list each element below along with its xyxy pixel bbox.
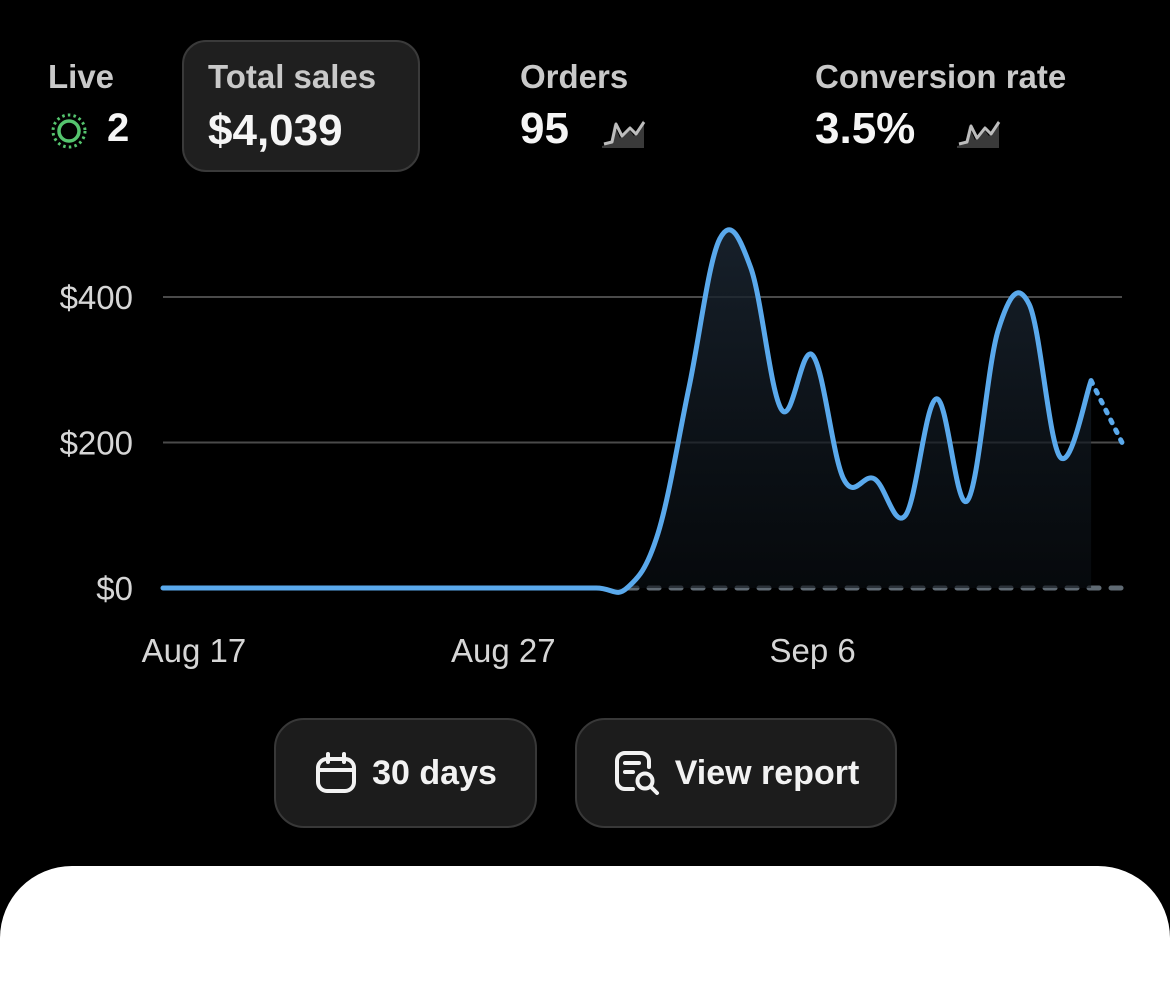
conversion-sparkline-icon — [957, 120, 1001, 148]
live-count: 2 — [107, 106, 130, 150]
live-label: Live — [48, 58, 115, 95]
date-range-label: 30 days — [372, 753, 497, 792]
chart-grid — [163, 296, 1122, 444]
x-axis-ticks: Aug 17 Aug 27 Sep 6 — [142, 632, 856, 669]
x-tick-label: Aug 17 — [142, 632, 247, 669]
orders-label: Orders — [520, 58, 629, 95]
bottom-sheet — [0, 866, 1170, 986]
live-pulse-icon — [51, 113, 87, 149]
y-axis-ticks: $400 $200 $0 — [60, 279, 133, 607]
total-sales-label: Total sales — [208, 58, 377, 95]
y-tick-label: $200 — [60, 425, 133, 462]
sales-chart: $400 $200 $0 Aug 17 Aug 27 Sep 6 — [60, 227, 1125, 669]
total-sales-value: $4,039 — [208, 106, 343, 155]
date-range-button[interactable]: 30 days — [274, 718, 537, 828]
y-tick-label: $0 — [96, 570, 133, 607]
series-line — [160, 227, 1094, 595]
projected-line — [1088, 378, 1125, 445]
conversion-label: Conversion rate — [815, 58, 1067, 95]
view-report-label: View report — [674, 753, 860, 792]
conversion-value: 3.5% — [815, 104, 916, 153]
total-sales-card[interactable]: Total sales $4,039 — [182, 40, 420, 172]
orders-value: 95 — [520, 104, 569, 153]
calendar-icon — [316, 752, 357, 793]
chart-series — [160, 227, 1125, 595]
view-report-button[interactable]: View report — [575, 718, 897, 828]
series-area — [163, 229, 1092, 593]
x-tick-label: Sep 6 — [770, 632, 856, 669]
y-tick-label: $400 — [60, 279, 133, 316]
report-search-icon — [614, 751, 659, 795]
x-tick-label: Aug 27 — [451, 632, 556, 669]
orders-sparkline-icon — [602, 120, 646, 148]
